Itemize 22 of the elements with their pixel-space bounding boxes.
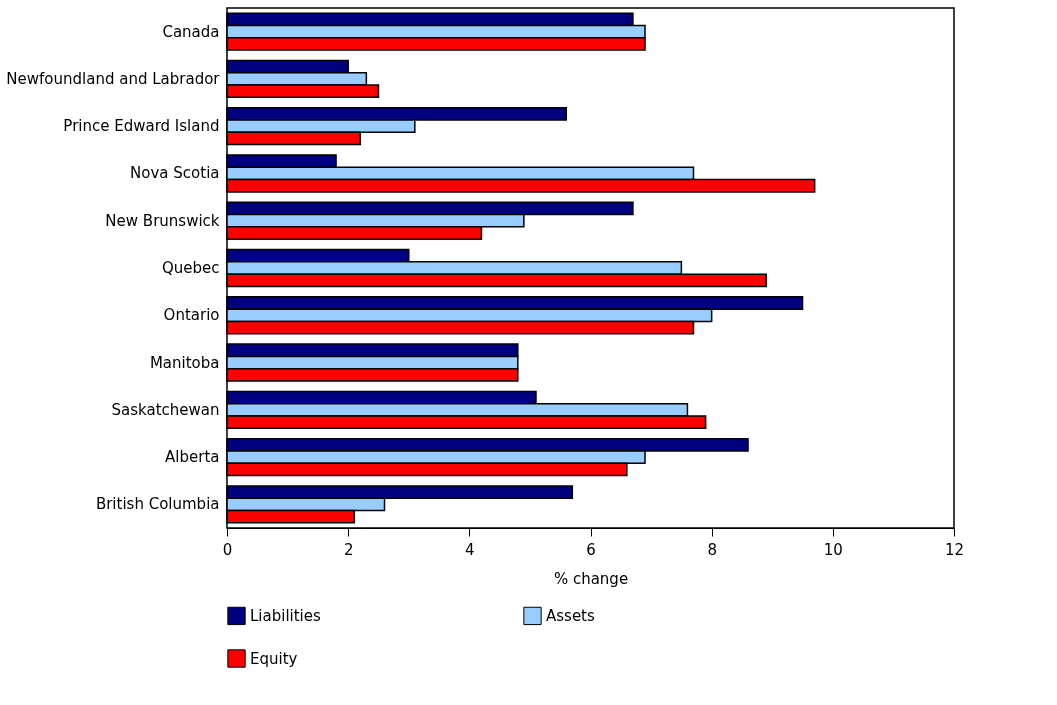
y-tick-label: Manitoba — [149, 353, 220, 372]
y-tick-label: Nova Scotia — [130, 164, 220, 183]
y-tick-label: Prince Edward Island — [63, 117, 220, 136]
x-tick-label: 6 — [586, 540, 596, 559]
x-axis-title: % change — [553, 569, 629, 588]
legend-label: Assets — [546, 606, 595, 625]
y-tick-label: Saskatchewan — [111, 400, 220, 419]
x-tick-label: 4 — [465, 540, 475, 559]
y-tick-label: Newfoundland and Labrador — [6, 69, 221, 88]
y-tick-label: New Brunswick — [105, 211, 220, 230]
y-tick-label: Alberta — [165, 448, 220, 467]
y-tick-label: Ontario — [163, 306, 220, 325]
y-tick-label: Quebec — [161, 259, 220, 277]
y-tick-label: British Columbia — [95, 495, 220, 514]
x-tick-label: 8 — [707, 540, 717, 559]
x-tick-label: 12 — [944, 540, 965, 559]
legend-label: Liabilities — [250, 606, 322, 625]
x-tick-label: 10 — [823, 540, 843, 559]
legend-label: Equity — [250, 649, 298, 668]
x-tick-label: 2 — [343, 540, 354, 559]
y-tick-label: Canada — [162, 22, 220, 41]
x-tick-label: 0 — [222, 540, 233, 559]
